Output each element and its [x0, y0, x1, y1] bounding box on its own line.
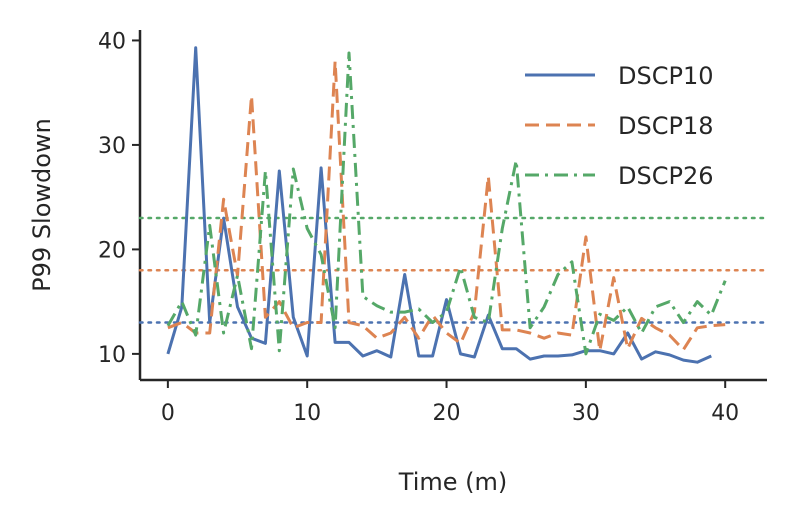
y-tick-label: 20	[98, 238, 126, 263]
x-tick-label: 10	[293, 401, 321, 426]
legend-label-dscp26: DSCP26	[618, 162, 713, 190]
series-line-dscp18	[167, 59, 726, 353]
y-tick-label: 30	[98, 134, 126, 159]
y-tick-label: 10	[98, 343, 126, 368]
y-tick-label: 40	[98, 29, 126, 54]
series-line-dscp10	[166, 46, 712, 364]
x-tick-label: 20	[433, 401, 461, 426]
legend-label-dscp18: DSCP18	[618, 112, 713, 140]
series-lines	[166, 46, 727, 364]
x-axis-label: Time (m)	[398, 468, 507, 496]
y-axis-label: P99 Slowdown	[28, 118, 56, 292]
x-tick-label: 0	[161, 401, 175, 426]
x-tick-label: 30	[572, 401, 600, 426]
legend-label-dscp10: DSCP10	[618, 62, 713, 90]
x-tick-label: 40	[711, 401, 739, 426]
legend: DSCP10 DSCP18 DSCP26	[525, 62, 713, 190]
series-line-dscp26	[166, 51, 727, 356]
ticks: 0 10 20 30 40 10 20 30 40	[98, 29, 739, 426]
